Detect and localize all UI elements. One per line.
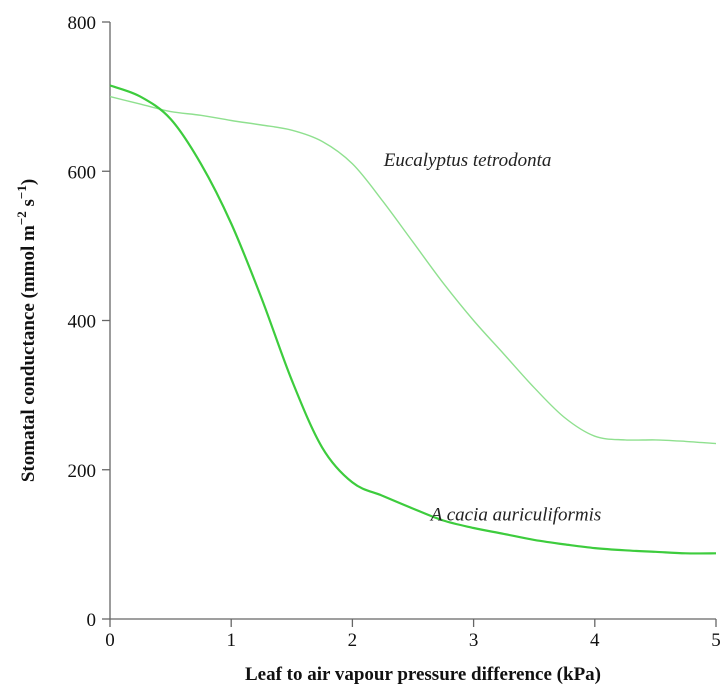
x-axis-title: Leaf to air vapour pressure difference (…: [245, 664, 601, 685]
y-tick-label: 0: [87, 610, 97, 631]
series-line-eucalyptus: [109, 95, 717, 445]
y-axis-title-mid: s: [18, 199, 39, 211]
y-tick-label: 400: [68, 312, 97, 333]
series-labels: Eucalyptus tetrodonta A cacia auriculifor…: [383, 150, 602, 525]
y-axis-title-exp2: −1: [14, 185, 29, 199]
series-line-acacia: [109, 84, 717, 555]
x-tick-label: 0: [105, 630, 115, 651]
y-axis-title-end: ): [18, 179, 39, 185]
x-tick-label: 5: [711, 630, 721, 651]
x-tick-label: 1: [226, 630, 236, 651]
y-axis-title: Stomatal conductance (mmol m−2 s−1): [14, 179, 39, 482]
series-label-eucalyptus: Eucalyptus tetrodonta: [383, 150, 552, 171]
x-ticks: 0 1 2 3 4 5: [105, 619, 721, 651]
series-lines: [109, 84, 717, 555]
y-axis-title-exp1: −2: [14, 211, 29, 225]
x-tick-label: 2: [348, 630, 358, 651]
series-label-acacia: A cacia auriculiformis: [429, 505, 602, 526]
x-tick-label: 3: [469, 630, 479, 651]
y-tick-label: 600: [68, 162, 97, 183]
y-tick-label: 200: [68, 461, 97, 482]
y-ticks: 0 200 400 600 800: [68, 13, 110, 631]
y-axis-title-main: Stomatal conductance (mmol m: [18, 225, 39, 482]
y-tick-label: 800: [68, 13, 97, 34]
x-tick-label: 4: [590, 630, 600, 651]
